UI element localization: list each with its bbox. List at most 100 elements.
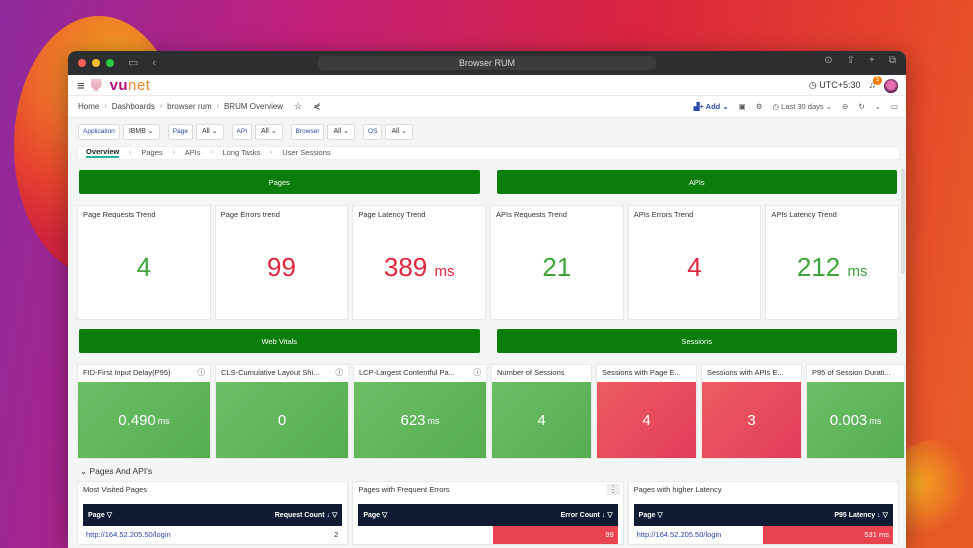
new-tab-icon[interactable]: + [869,55,875,66]
tabs-overview-icon[interactable]: ⧉ [888,55,896,66]
vital-panel-session-duration[interactable]: P95 of Session Durati... 0.003 ms [806,364,905,459]
filter-icon[interactable]: ▽ [382,511,388,519]
column-header-p95-latency[interactable]: P95 Latency ↓ ▽ [834,511,888,519]
sessions-banner[interactable]: Sessions [496,329,897,353]
menu-icon[interactable]: ≡ [77,77,85,93]
notification-badge: 5 [873,75,882,85]
filter-select-application[interactable]: IBMB ⌄ [122,123,160,141]
info-icon[interactable]: ⓘ [473,368,482,377]
timezone[interactable]: ◷ UTC+5:30 [808,80,861,90]
vital-panel-sessions[interactable]: Number of Sessions 4 [491,364,592,459]
vital-panel-sessions-api-errors[interactable]: Sessions with APIs E... 3 [701,364,802,459]
logo-icon [90,78,102,92]
vital-panel-sessions-page-errors[interactable]: Sessions with Page E... 4 [596,364,697,459]
save-icon[interactable]: ▣ [738,102,746,112]
info-icon[interactable]: ⓘ [335,368,344,377]
time-range-picker[interactable]: ◷ Last 30 days ⌄ [772,102,833,112]
logo[interactable]: vunet [109,76,151,94]
vital-panel-fid[interactable]: FID-First Input Delay(P95) ⓘ 0.490 ms [77,364,211,459]
refresh-interval-chevron-icon[interactable]: ⌄ [874,102,881,112]
zoom-out-icon[interactable]: ⊖ [842,102,849,112]
web-vitals-banner[interactable]: Web Vitals [79,329,480,353]
breadcrumb-home[interactable]: Home [78,102,100,111]
chevron-down-icon: ⌄ [80,466,88,476]
tab-overview[interactable]: Overview [86,148,120,159]
filter-label-page: Page [167,124,193,140]
clock-icon: ◷ [808,80,817,90]
notification-bell-icon[interactable]: ♫ 5 [869,75,882,91]
share-icon[interactable]: ⋞ [313,101,321,111]
table-row: http://164.52.205.50/login 2 [83,526,342,544]
stat-panel-api-latency[interactable]: APIs Latency Trend 212 ms [765,205,900,320]
star-icon[interactable]: ☆ [294,101,303,111]
column-header-page[interactable]: Page ▽ [638,511,663,519]
sort-desc-icon[interactable]: ↓ [326,511,330,519]
filter-select-api[interactable]: All ⌄ [255,123,283,141]
pages-banner[interactable]: Pages [79,170,480,194]
stat-panel-page-latency[interactable]: Page Latency Trend 389 ms [352,205,487,320]
column-header-page[interactable]: Page ▽ [88,511,113,519]
table-row: 99 [358,525,618,544]
stat-panel-page-requests[interactable]: Page Requests Trend 4 [77,205,211,320]
share-icon[interactable]: ⇪ [846,55,856,66]
page-link[interactable]: http://164.52.205.50/login [636,530,722,539]
sort-desc-icon[interactable]: ↓ [601,511,606,519]
filter-label-browser: Browser [290,124,325,140]
stat-panel-api-errors[interactable]: APIs Errors Trend 4 [627,205,762,320]
breadcrumb-browser-rum[interactable]: browser rum [167,102,212,111]
settings-gear-icon[interactable]: ⚙ [755,102,763,112]
section-toggle-pages-apis[interactable]: ⌄ Pages And API's [80,466,153,476]
breadcrumb-bar: Home › Dashboards › browser rum › BRUM O… [68,96,906,118]
filter-label-application: Application [78,124,120,140]
tab-long-tasks[interactable]: Long Tasks [222,148,261,158]
tab-user-sessions[interactable]: User Sessions [282,148,331,158]
chevron-right-icon: › [210,150,213,156]
column-header-page[interactable]: Page ▽ [363,511,388,519]
window-title: Browser RUM [458,58,515,68]
add-button[interactable]: ▟+ Add ⌄ [693,102,729,112]
close-window-button[interactable] [78,59,86,67]
filter-icon[interactable]: ▽ [106,511,113,519]
filter-select-browser[interactable]: All ⌄ [327,123,356,141]
back-icon[interactable]: ‹ [152,56,157,69]
table-header: Page ▽ Request Count ↓ ▽ [83,503,343,526]
sidebar-toggle-icon[interactable]: ▭ [128,56,139,69]
download-icon[interactable]: ⊙ [824,55,833,66]
stat-panel-page-errors[interactable]: Page Errors trend 99 [214,205,349,320]
vital-panel-lcp[interactable]: LCP-Largest Contentful Pa... ⓘ 623 ms [353,364,487,459]
minimize-window-button[interactable] [92,59,100,67]
sort-desc-icon[interactable]: ↓ [877,511,881,519]
breadcrumb: Home › Dashboards › browser rum › BRUM O… [78,101,321,112]
filter-select-os[interactable]: All ⌄ [385,123,414,141]
refresh-icon[interactable]: ↻ [858,102,865,112]
maximize-window-button[interactable] [106,59,114,67]
tab-pages[interactable]: Pages [141,148,163,158]
browser-window: ▭ ‹ Browser RUM ⊙ ⇪ + ⧉ ≡ vunet ◷ UTC+5:… [68,51,906,548]
chevron-right-icon: › [216,103,219,110]
table-header: Page ▽ P95 Latency ↓ ▽ [633,503,893,526]
filter-select-page[interactable]: All ⌄ [195,123,224,141]
tab-apis[interactable]: APIs [184,148,201,158]
breadcrumb-current: BRUM Overview [223,102,284,111]
filter-bar: Application IBMB ⌄ Page All ⌄ API All ⌄ … [68,118,906,146]
breadcrumb-dashboards[interactable]: Dashboards [111,102,155,111]
tv-mode-icon[interactable]: ▭ [890,102,898,112]
panel-menu-icon[interactable]: ⋮ [606,484,620,495]
column-header-request-count[interactable]: Request Count ↓ ▽ [274,511,338,519]
stat-panel-api-requests[interactable]: APIs Requests Trend 21 [490,205,624,320]
address-bar[interactable]: Browser RUM [318,56,656,70]
filter-icon[interactable]: ▽ [657,511,663,519]
info-icon[interactable]: ⓘ [197,368,206,377]
apis-banner[interactable]: APIs [496,170,897,194]
filter-icon[interactable]: ▽ [331,511,338,519]
page-link[interactable]: http://164.52.205.50/login [86,530,171,539]
scrollbar[interactable] [901,169,905,274]
table-panel-higher-latency: Pages with higher Latency Page ▽ P95 Lat… [627,481,899,545]
filter-icon[interactable]: ▽ [607,511,613,519]
filter-icon[interactable]: ▽ [882,511,888,519]
dashboard-content: Pages APIs Page Requests Trend 4 Page Er… [77,170,905,545]
vital-panel-cls[interactable]: CLS-Cumulative Layout Shi... ⓘ 0 [215,364,349,459]
table-row: http://164.52.205.50/login 531 ms [634,525,893,544]
column-header-error-count[interactable]: Error Count ↓ ▽ [560,511,613,519]
avatar[interactable] [884,78,898,93]
